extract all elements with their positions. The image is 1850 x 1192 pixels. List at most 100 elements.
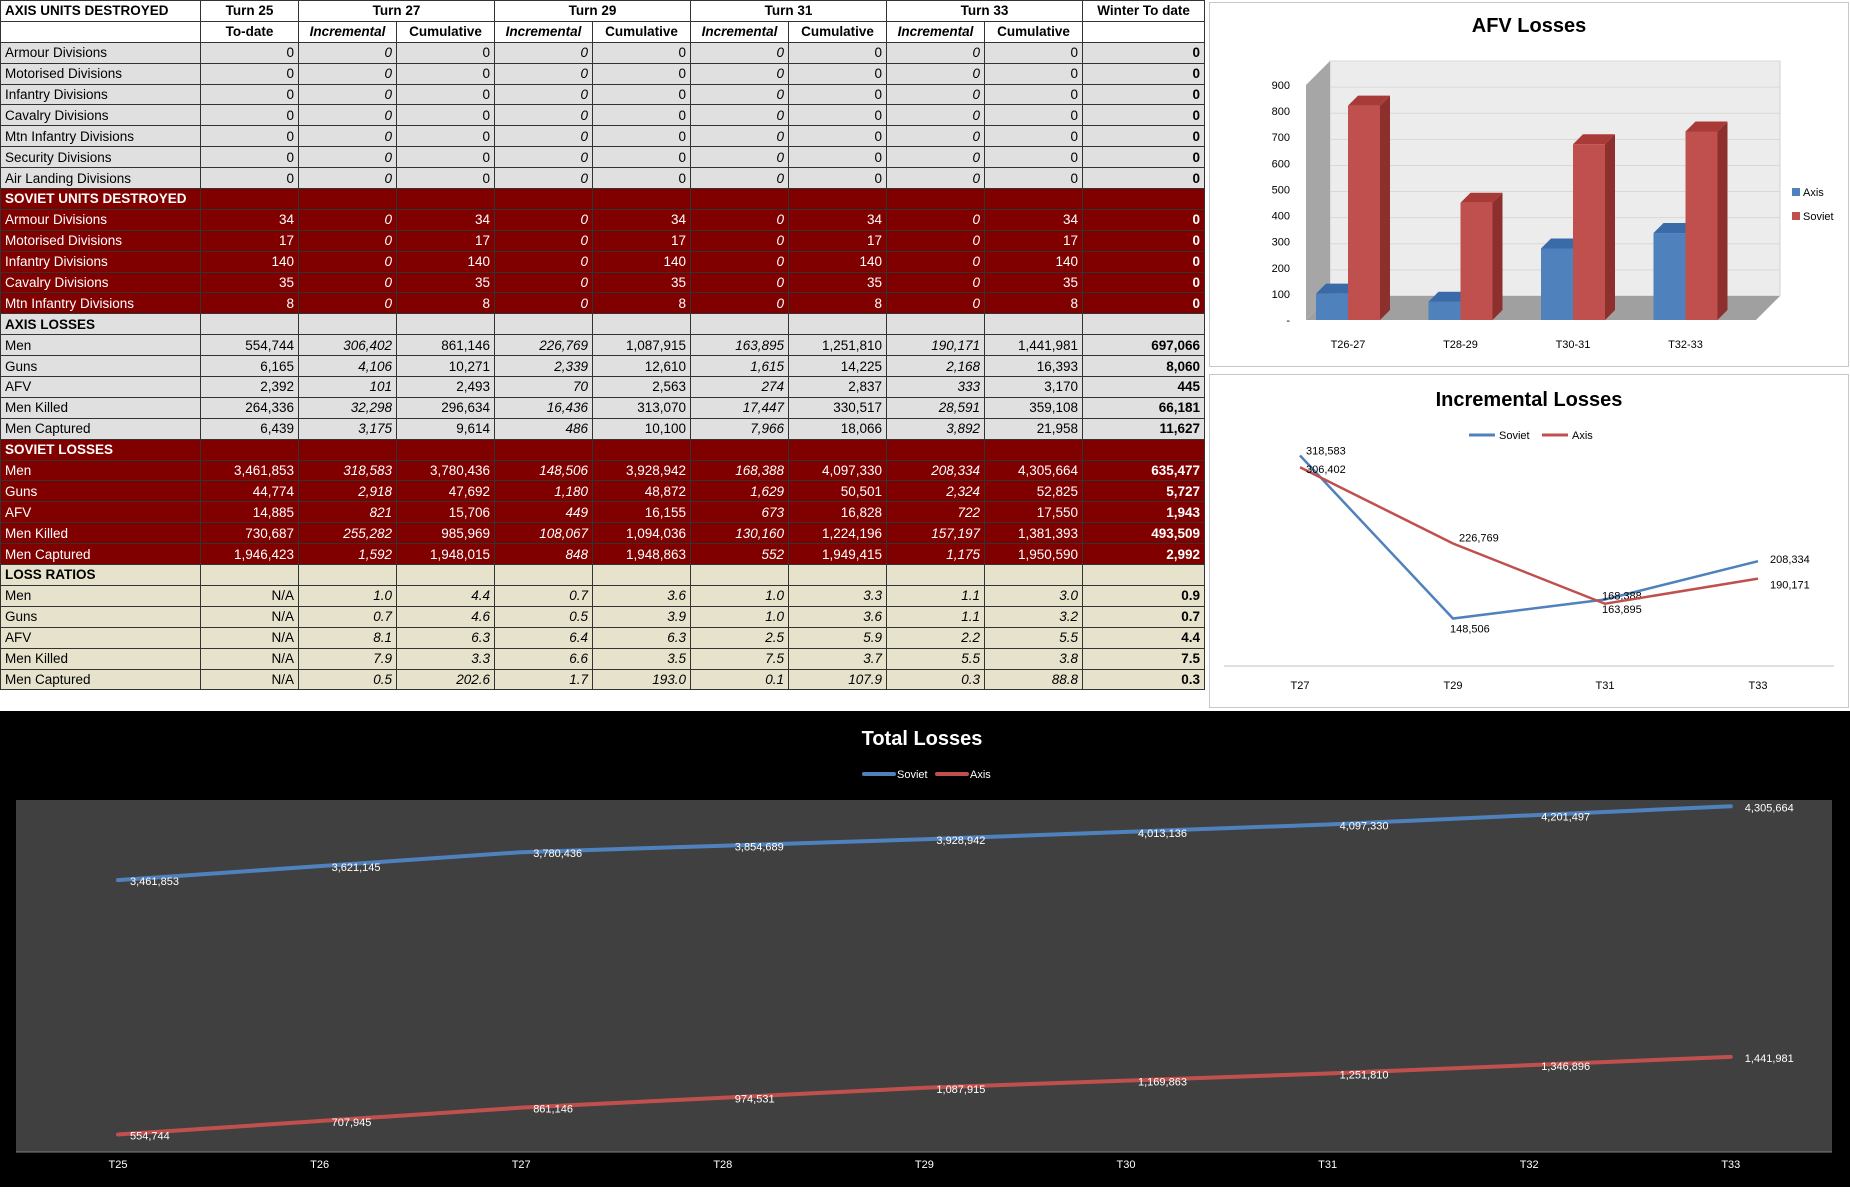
table-cell: 48,872 bbox=[592, 480, 692, 503]
table-cell: 0 bbox=[690, 167, 790, 190]
table-cell: 0 bbox=[984, 104, 1084, 127]
table-cell: 0 bbox=[298, 62, 397, 85]
table-cell: 2,992 bbox=[1082, 543, 1206, 566]
table-cell: 0 bbox=[200, 125, 299, 148]
table-cell: 1,592 bbox=[298, 543, 397, 566]
row-label: Guns bbox=[0, 480, 201, 503]
soviet-losses-row: Guns 44,774 2,918 47,692 1,180 48,872 1,629 50,… bbox=[0, 480, 1206, 503]
table-cell: 226,769 bbox=[494, 334, 594, 357]
table-cell: 140 bbox=[200, 250, 299, 273]
y-tick-label: 600 bbox=[1272, 158, 1290, 170]
table-cell: 0 bbox=[690, 104, 790, 127]
table-cell: 2.2 bbox=[886, 626, 986, 649]
table-cell: 16,393 bbox=[984, 355, 1084, 378]
table-cell: 0 bbox=[1082, 104, 1206, 127]
table-cell: 0 bbox=[494, 271, 594, 294]
table-cell: 0 bbox=[494, 104, 594, 127]
table-cell: 318,583 bbox=[298, 459, 397, 482]
table-cell: 17,447 bbox=[690, 396, 790, 419]
table-cell: 0 bbox=[788, 41, 888, 64]
table-cell: 50,501 bbox=[788, 480, 888, 503]
subheader-cell: Incremental bbox=[298, 20, 397, 43]
table-cell: 47,692 bbox=[395, 480, 496, 503]
table-cell: 101 bbox=[298, 376, 397, 398]
data-label: 190,171 bbox=[1770, 580, 1810, 592]
table-cell: 0 bbox=[788, 167, 888, 190]
loss-ratio-row: Men N/A 1.0 4.4 0.7 3.6 1.0 3.3 1.1 3.0 0.9 bbox=[0, 584, 1206, 607]
bar-top bbox=[1541, 238, 1583, 249]
table-cell: 10,271 bbox=[395, 355, 496, 378]
table-cell: 6,439 bbox=[200, 417, 299, 440]
chart-title: Total Losses bbox=[862, 728, 983, 750]
table-cell: 190,171 bbox=[886, 334, 986, 357]
loss-ratio-row: Guns N/A 0.7 4.6 0.5 3.9 1.0 3.6 1.1 3.2 0.7 bbox=[0, 605, 1206, 628]
table-cell: 3.3 bbox=[395, 647, 496, 670]
table-cell: 3,892 bbox=[886, 417, 986, 440]
empty-cell bbox=[298, 313, 397, 336]
table-cell: 0 bbox=[1082, 41, 1206, 64]
soviet-units-row: Motorised Divisions 17 0 17 0 17 0 17 0 17 0 bbox=[0, 229, 1206, 252]
table-cell: 0 bbox=[886, 83, 986, 106]
table-cell: 1,441,981 bbox=[984, 334, 1084, 357]
table-cell: 8 bbox=[984, 292, 1084, 315]
table-cell: 3.6 bbox=[592, 584, 692, 607]
legend-label: Soviet bbox=[1803, 211, 1834, 223]
row-label: Men bbox=[0, 459, 201, 482]
data-label: 4,305,664 bbox=[1745, 802, 1794, 814]
chart-title: AFV Losses bbox=[1472, 15, 1586, 37]
table-cell: 3,928,942 bbox=[592, 459, 692, 482]
data-label: 974,531 bbox=[735, 1094, 775, 1106]
subheader-cell: Incremental bbox=[690, 20, 790, 43]
total-losses-chart: Total Losses Soviet Axis 3,461,853 3,621,145… bbox=[16, 728, 1832, 1171]
table-cell: 6,165 bbox=[200, 355, 299, 378]
y-tick-label: 400 bbox=[1272, 211, 1290, 223]
section-title: SOVIET UNITS DESTROYED bbox=[0, 188, 201, 210]
table-cell: 0 bbox=[886, 104, 986, 127]
table-cell: 449 bbox=[494, 501, 594, 524]
table-cell: 5.5 bbox=[886, 647, 986, 670]
table-cell: 3,461,853 bbox=[200, 459, 299, 482]
table-cell: 296,634 bbox=[395, 396, 496, 419]
table-cell: 16,436 bbox=[494, 396, 594, 419]
soviet-units-row: Cavalry Divisions 35 0 35 0 35 0 35 0 35 0 bbox=[0, 271, 1206, 294]
table-cell: 0 bbox=[1082, 62, 1206, 85]
soviet-losses-row: Men Captured 1,946,423 1,592 1,948,015 848 1,… bbox=[0, 543, 1206, 566]
empty-cell bbox=[494, 564, 594, 586]
table-cell: 0 bbox=[395, 167, 496, 190]
empty-cell bbox=[984, 564, 1084, 586]
bar-front bbox=[1316, 293, 1348, 320]
axis-units-row: Cavalry Divisions 0 0 0 0 0 0 0 0 0 0 bbox=[0, 104, 1206, 127]
table-cell: 0 bbox=[984, 41, 1084, 64]
table-cell: 1.0 bbox=[690, 584, 790, 607]
table-cell: 1.7 bbox=[494, 668, 594, 691]
table-cell: 0 bbox=[298, 229, 397, 252]
table-cell: 0 bbox=[886, 292, 986, 315]
legend-label: Axis bbox=[970, 769, 991, 781]
empty-cell bbox=[395, 564, 496, 586]
y-tick-label: - bbox=[1286, 315, 1290, 327]
empty-cell bbox=[690, 188, 790, 210]
bar-top bbox=[1348, 95, 1390, 106]
table-cell: 0 bbox=[690, 125, 790, 148]
table-cell: 0 bbox=[1082, 83, 1206, 106]
table-cell: 0.3 bbox=[886, 668, 986, 691]
incremental-losses-chart-panel: Incremental Losses Soviet Axis 318,583 148,5… bbox=[1209, 374, 1849, 708]
table-cell: 21,958 bbox=[984, 417, 1084, 440]
table-cell: 0 bbox=[886, 167, 986, 190]
section-soviet-losses: SOVIET LOSSES bbox=[0, 438, 1206, 461]
table-cell: 17 bbox=[395, 229, 496, 252]
table-cell: 0 bbox=[1082, 167, 1206, 190]
empty-cell bbox=[788, 188, 888, 210]
table-cell: 554,744 bbox=[200, 334, 299, 357]
table-cell: 0 bbox=[788, 125, 888, 148]
table-cell: 2,339 bbox=[494, 355, 594, 378]
table-cell: 34 bbox=[200, 208, 299, 231]
subheader-cell: Incremental bbox=[494, 20, 594, 43]
table-cell: 0 bbox=[494, 83, 594, 106]
table-cell: 5,727 bbox=[1082, 480, 1206, 503]
row-label: Motorised Divisions bbox=[0, 62, 201, 85]
table-cell: 140 bbox=[984, 250, 1084, 273]
losses-table: AXIS UNITS DESTROYED Turn 25 Turn 27 Turn 2… bbox=[0, 0, 1206, 691]
table-cell: 0 bbox=[886, 146, 986, 169]
header-cell: Turn 33 bbox=[886, 0, 1084, 22]
